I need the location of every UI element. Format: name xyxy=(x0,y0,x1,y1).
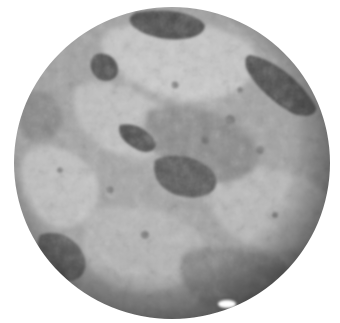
polar-highlight xyxy=(218,300,236,308)
limb-shading xyxy=(14,7,330,319)
